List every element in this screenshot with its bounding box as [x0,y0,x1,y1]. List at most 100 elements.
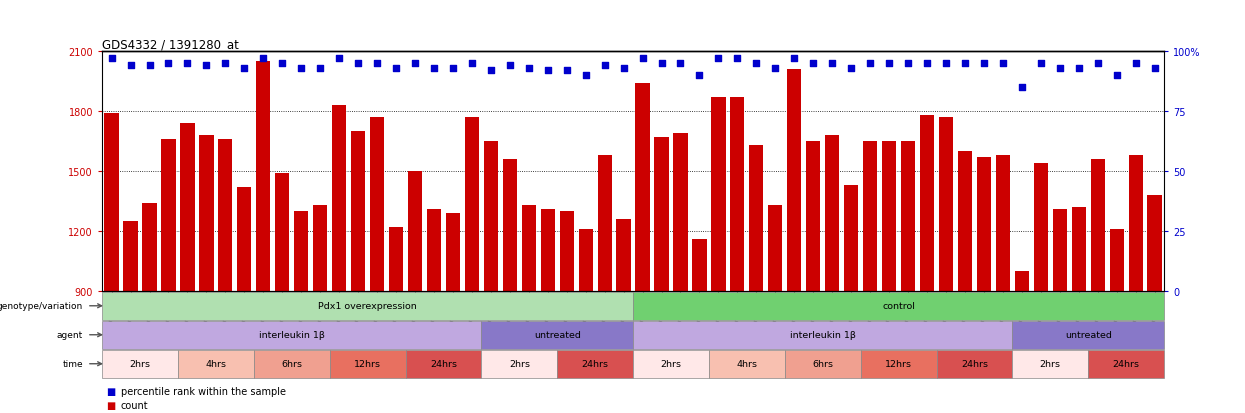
Bar [1033,164,1048,291]
Bar [634,350,708,378]
Point [253,55,273,62]
Point [197,63,217,69]
Bar [635,83,650,291]
Point [139,63,159,69]
Text: ■: ■ [106,400,115,410]
Bar [844,185,858,291]
Point [898,60,918,67]
Bar [351,131,365,291]
Point [1144,65,1164,72]
Bar [482,321,634,349]
Point [727,55,747,62]
Bar [1012,350,1088,378]
Point [158,60,178,67]
Bar [1109,229,1124,291]
Point [632,55,652,62]
Bar [784,350,860,378]
Bar [579,229,593,291]
Bar [806,141,820,291]
Bar [162,140,176,291]
Text: interleukin 1β: interleukin 1β [259,330,325,339]
Bar [218,140,233,291]
Text: 6hrs: 6hrs [281,359,303,368]
Point [519,65,539,72]
Point [499,63,519,69]
Bar [332,106,346,291]
Point [1068,65,1088,72]
Text: Pdx1 overexpression: Pdx1 overexpression [319,301,417,311]
Point [842,65,862,72]
Text: 6hrs: 6hrs [812,359,833,368]
Bar [178,350,254,378]
Point [1012,84,1032,91]
Bar [256,62,270,291]
Point [671,60,691,67]
Point [1088,60,1108,67]
Bar [464,117,479,291]
Bar [825,135,839,291]
Point [310,65,330,72]
Bar [142,203,157,291]
Bar [655,138,669,291]
Text: 2hrs: 2hrs [129,359,151,368]
Bar [1128,155,1143,291]
Text: untreated: untreated [1064,330,1112,339]
Point [121,63,141,69]
Bar [711,97,726,291]
Text: 2hrs: 2hrs [661,359,681,368]
Text: ■: ■ [106,387,115,396]
Bar [863,141,878,291]
Point [443,65,463,72]
Bar [558,350,634,378]
Point [879,60,899,67]
Bar [1072,207,1086,291]
Bar [559,211,574,291]
Point [367,60,387,67]
Point [747,60,767,67]
Bar [634,321,1012,349]
Point [462,60,482,67]
Bar [1088,350,1164,378]
Text: 2hrs: 2hrs [509,359,530,368]
Point [386,65,406,72]
Bar [634,292,1164,320]
Bar [1091,159,1104,291]
Point [329,55,349,62]
Point [425,65,444,72]
Point [1125,60,1145,67]
Text: interleukin 1β: interleukin 1β [789,330,855,339]
Point [822,60,842,67]
Text: percentile rank within the sample: percentile rank within the sample [121,387,286,396]
Text: untreated: untreated [534,330,580,339]
Bar [102,350,178,378]
Bar [936,350,1012,378]
Point [918,60,937,67]
Bar [330,350,406,378]
Text: genotype/variation: genotype/variation [0,301,83,311]
Bar [503,159,517,291]
Point [803,60,823,67]
Bar [901,141,915,291]
Bar [294,211,309,291]
Point [405,60,425,67]
Text: 24hrs: 24hrs [961,359,989,368]
Point [1050,65,1069,72]
Bar [920,116,934,291]
Point [690,72,710,79]
Text: count: count [121,400,148,410]
Text: 12hrs: 12hrs [885,359,913,368]
Bar [275,173,289,291]
Point [349,60,369,67]
Bar [787,70,802,291]
Point [955,60,975,67]
Bar [102,292,634,320]
Text: GDS4332 / 1391280_at: GDS4332 / 1391280_at [102,38,239,50]
Bar [540,209,555,291]
Bar [860,350,936,378]
Point [708,55,728,62]
Text: 24hrs: 24hrs [581,359,609,368]
Bar [616,219,631,291]
Point [178,60,198,67]
Bar [731,97,745,291]
Text: 24hrs: 24hrs [430,359,457,368]
